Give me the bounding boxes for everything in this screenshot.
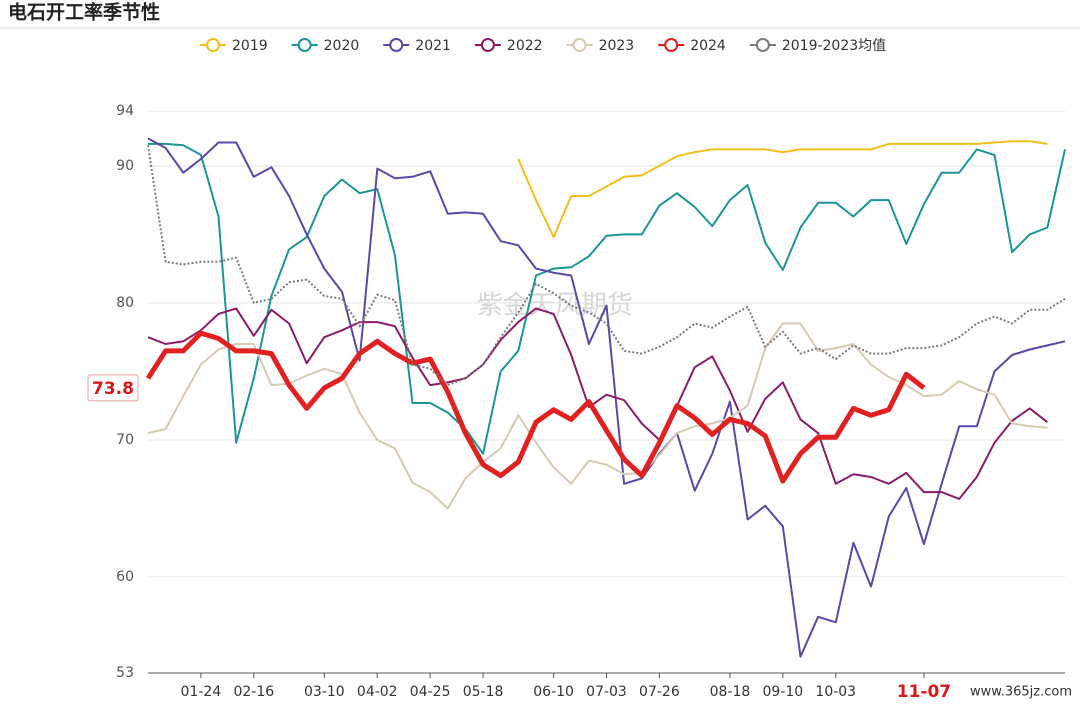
x-tick-label: 11-07	[897, 682, 951, 702]
series-line	[147, 307, 1049, 500]
legend-label: 2021	[415, 38, 451, 54]
pointer-box	[87, 374, 139, 402]
x-tick-label: 02-16	[233, 684, 274, 700]
legend-symbol	[297, 38, 312, 52]
legend-symbol	[480, 38, 495, 52]
series-line	[147, 322, 1048, 510]
x-tick-label: 06-10	[533, 684, 574, 700]
y-tick-label: 60	[116, 569, 134, 585]
y-tick-label: 80	[116, 295, 134, 311]
chart-title: 电石开工率季节性	[8, 1, 160, 24]
site-label: www.365jz.com	[970, 685, 1072, 700]
series-line	[148, 142, 1066, 455]
series-line	[517, 140, 1048, 239]
pointer-label: 73.8	[92, 379, 134, 399]
x-tick-label: 04-02	[357, 684, 398, 700]
x-tick-label: 01-24	[181, 684, 222, 700]
legend-symbol	[664, 38, 679, 52]
legend-label: 2024	[690, 38, 726, 54]
legend-item: 2019-2023均值	[749, 38, 886, 54]
legend-item: 2024	[658, 38, 726, 54]
x-tick-label: 09-10	[763, 684, 804, 700]
legend-item: 2022	[474, 38, 543, 54]
legend-label: 2020	[324, 38, 360, 54]
legend-item: 2023	[566, 38, 635, 54]
legend-symbol	[572, 38, 587, 52]
legend-item: 2019	[200, 38, 268, 54]
legend-label: 2023	[599, 38, 635, 54]
y-tick-label: 53	[116, 665, 134, 681]
series-line	[147, 137, 1066, 658]
legend-item: 2020	[291, 38, 360, 54]
legend-symbol	[206, 38, 220, 52]
legend-symbol	[755, 38, 770, 52]
x-tick-label: 03-10	[304, 684, 345, 700]
y-tick-label: 94	[116, 103, 134, 119]
y-tick-label: 70	[116, 432, 134, 448]
legend-label: 2019-2023均值	[782, 38, 886, 54]
series-line	[145, 330, 926, 484]
legend-item: 2021	[383, 38, 451, 54]
x-tick-label: 04-25	[410, 684, 451, 700]
x-tick-label: 08-18	[710, 684, 751, 700]
x-tick-label: 07-03	[586, 684, 627, 700]
legend-label: 2019	[232, 38, 268, 54]
x-tick-label: 05-18	[463, 684, 504, 700]
legend-label: 2022	[507, 38, 543, 54]
x-tick-label: 10-03	[815, 684, 856, 700]
x-tick-label: 07-26	[639, 684, 680, 700]
series-line	[147, 145, 1066, 387]
legend-symbol	[389, 38, 404, 52]
y-tick-label: 90	[116, 158, 134, 174]
